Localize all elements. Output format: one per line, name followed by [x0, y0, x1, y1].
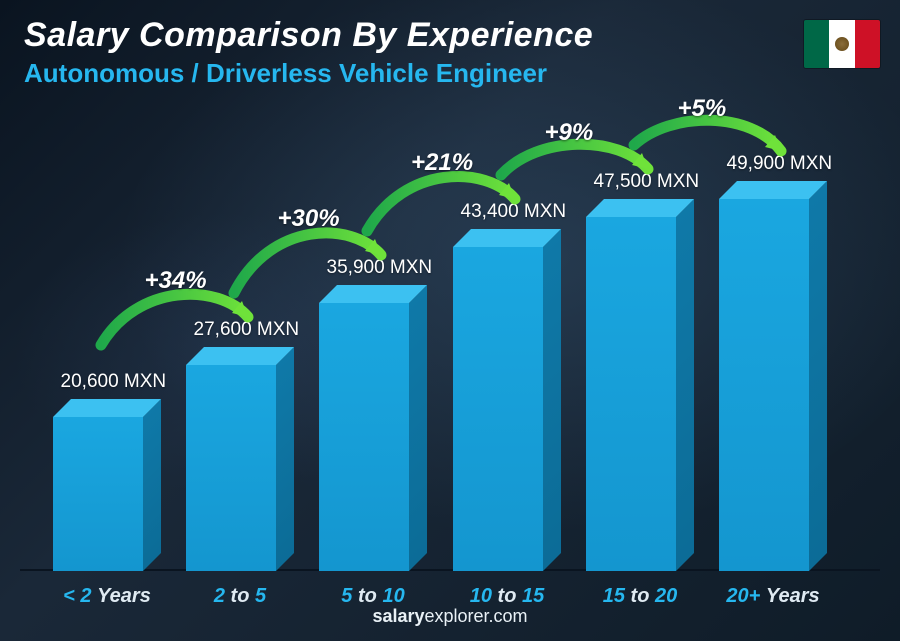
pct-increase-label: +34%	[145, 267, 207, 295]
bar: 35,900 MXN5 to 10	[319, 303, 427, 571]
bar-top	[53, 399, 161, 417]
bar: 20,600 MXN< 2 Years	[53, 417, 161, 571]
infographic-canvas: Salary Comparison By Experience Autonomo…	[0, 0, 900, 641]
bar-front	[53, 417, 143, 571]
xcat-dim: Years	[97, 585, 151, 607]
bar-side	[809, 181, 827, 571]
x-category-label: 2 to 5	[214, 585, 266, 608]
xcat-dim: to	[231, 585, 250, 607]
xcat-dim: to	[358, 585, 377, 607]
bar-front	[453, 247, 543, 571]
xcat-pre: 15	[603, 585, 631, 607]
pct-increase-label: +5%	[678, 95, 727, 123]
xcat-post: 5	[249, 585, 266, 607]
arrowhead-icon	[632, 153, 648, 169]
bar: 27,600 MXN2 to 5	[186, 365, 294, 571]
bar-side	[543, 229, 561, 571]
chart-subtitle: Autonomous / Driverless Vehicle Engineer	[24, 58, 547, 89]
bar-side	[676, 199, 694, 571]
xcat-post: 20	[649, 585, 677, 607]
bar-value-label: 43,400 MXN	[461, 201, 567, 223]
xcat-post: 10	[377, 585, 405, 607]
xcat-pre: 5	[341, 585, 358, 607]
xcat-pre: 20+	[726, 585, 765, 607]
footer-brand: salaryexplorer.com	[0, 606, 900, 627]
bar-front	[186, 365, 276, 571]
bar-front	[586, 217, 676, 571]
flag-stripe-red	[855, 20, 880, 68]
bar-top	[186, 347, 294, 365]
xcat-dim: to	[631, 585, 650, 607]
bar-top	[453, 229, 561, 247]
bar-side	[276, 347, 294, 571]
xcat-dim: to	[498, 585, 517, 607]
bar-value-label: 47,500 MXN	[594, 171, 700, 193]
flag-emblem-icon	[835, 37, 849, 51]
bar-side	[409, 285, 427, 571]
bar-chart: 20,600 MXN< 2 Years27,600 MXN2 to 535,90…	[40, 101, 840, 571]
pct-increase-label: +21%	[411, 149, 473, 177]
bar-value-label: 27,600 MXN	[194, 319, 300, 341]
arrowhead-icon	[765, 135, 781, 151]
bar-value-label: 20,600 MXN	[61, 371, 167, 393]
bar-top	[319, 285, 427, 303]
arc-path	[634, 120, 781, 151]
footer-brand-rest: explorer.com	[425, 606, 528, 626]
flag-stripe-green	[804, 20, 829, 68]
x-category-label: 5 to 10	[341, 585, 404, 608]
bar-side	[143, 399, 161, 571]
chart-title: Salary Comparison By Experience	[24, 16, 593, 55]
bar: 49,900 MXN20+ Years	[719, 199, 827, 571]
bar-front	[719, 199, 809, 571]
arrowhead-icon	[232, 301, 248, 317]
x-category-label: < 2 Years	[63, 585, 151, 608]
pct-increase-label: +9%	[545, 119, 594, 147]
xcat-post: 15	[516, 585, 544, 607]
xcat-pre: 2	[214, 585, 231, 607]
bar: 47,500 MXN15 to 20	[586, 217, 694, 571]
arrowhead-icon	[365, 239, 381, 255]
x-category-label: 15 to 20	[603, 585, 678, 608]
xcat-pre: < 2	[63, 585, 97, 607]
xcat-pre: 10	[470, 585, 498, 607]
bar: 43,400 MXN10 to 15	[453, 247, 561, 571]
arrowhead-icon	[499, 183, 515, 199]
mexico-flag-icon	[804, 20, 880, 68]
bar-top	[719, 181, 827, 199]
xcat-dim: Years	[766, 585, 820, 607]
x-category-label: 20+ Years	[726, 585, 819, 608]
footer-brand-bold: salary	[372, 606, 424, 626]
pct-increase-label: +30%	[278, 205, 340, 233]
bar-top	[586, 199, 694, 217]
bar-value-label: 35,900 MXN	[327, 257, 433, 279]
bar-front	[319, 303, 409, 571]
x-category-label: 10 to 15	[470, 585, 545, 608]
bar-value-label: 49,900 MXN	[727, 153, 833, 175]
